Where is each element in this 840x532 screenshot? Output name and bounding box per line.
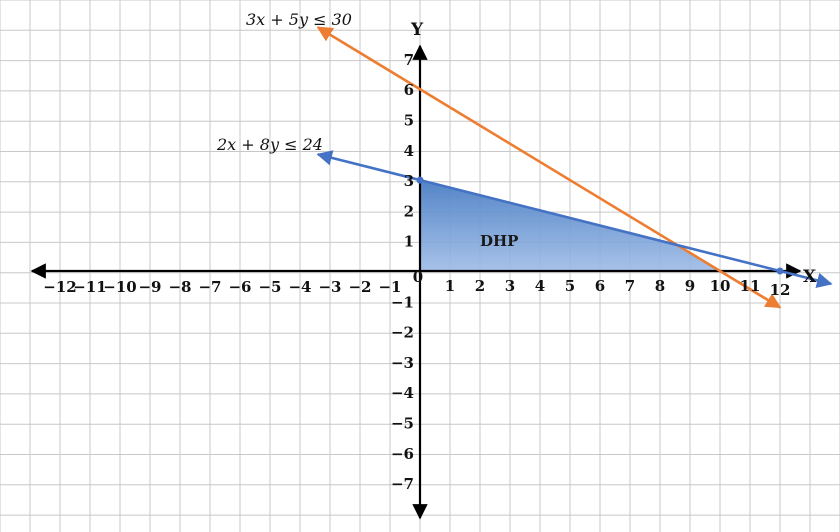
y-tick-label: −4 <box>391 384 414 402</box>
x-tick-label: 5 <box>565 277 575 295</box>
x-tick-label: −8 <box>168 278 191 296</box>
x-tick-label: −3 <box>318 278 341 296</box>
y-tick-label: −1 <box>391 293 414 311</box>
y-tick-label: −5 <box>391 415 414 433</box>
constraint-label-3x-5y: 3x + 5y ≤ 30 <box>246 10 352 29</box>
y-axis-label: Y <box>410 20 424 40</box>
x-tick-label: −1 <box>378 278 401 296</box>
x-tick-label: −7 <box>198 278 221 296</box>
x-tick-label: 10 <box>710 277 731 295</box>
y-tick-label: 3 <box>404 172 414 190</box>
origin-label: 0 <box>413 268 423 286</box>
intercept-point-y-3 <box>416 176 424 184</box>
x-tick-label: 4 <box>535 277 545 295</box>
x-tick-label: 12 <box>770 281 791 299</box>
x-tick-label: 3 <box>505 277 515 295</box>
x-tick-label: 1 <box>445 277 455 295</box>
y-tick-label: 7 <box>404 51 414 69</box>
x-tick-label: 2 <box>475 277 485 295</box>
x-tick-label: −5 <box>258 278 281 296</box>
intercept-point-x-12 <box>776 267 784 275</box>
y-tick-label: 6 <box>404 81 414 99</box>
constraint-line-2x-8y <box>316 150 833 289</box>
y-tick-label: 1 <box>404 233 414 251</box>
x-tick-label: −10 <box>103 278 136 296</box>
x-tick-label: 11 <box>740 277 761 295</box>
x-tick-label: −4 <box>288 278 311 296</box>
y-tick-label: −7 <box>391 475 414 493</box>
y-tick-label: 4 <box>404 142 414 160</box>
x-tick-label: −12 <box>43 278 76 296</box>
x-axis-label: X <box>803 267 817 287</box>
y-tick-label: −2 <box>391 324 414 342</box>
y-tick-label: −3 <box>391 354 414 372</box>
x-tick-label: −2 <box>348 278 371 296</box>
x-tick-label: 8 <box>655 277 665 295</box>
y-tick-label: 5 <box>404 112 414 130</box>
x-tick-label: 7 <box>625 277 635 295</box>
x-tick-label: 9 <box>685 277 695 295</box>
constraint-label-2x-8y: 2x + 8y ≤ 24 <box>216 135 323 154</box>
tick-labels: −12−11−10 −9 −8 −7 −6 −5 −4 −3 −2 −1 1 2 3 4 5 6 7 8 9 10 11… <box>43 51 790 493</box>
x-tick-label: −9 <box>138 278 161 296</box>
x-tick-label: 6 <box>595 277 605 295</box>
x-tick-label: −11 <box>73 278 106 296</box>
x-tick-label: −6 <box>228 278 251 296</box>
region-label: DHP <box>480 232 518 250</box>
y-tick-label: 2 <box>404 202 414 220</box>
y-tick-label: −6 <box>391 445 414 463</box>
